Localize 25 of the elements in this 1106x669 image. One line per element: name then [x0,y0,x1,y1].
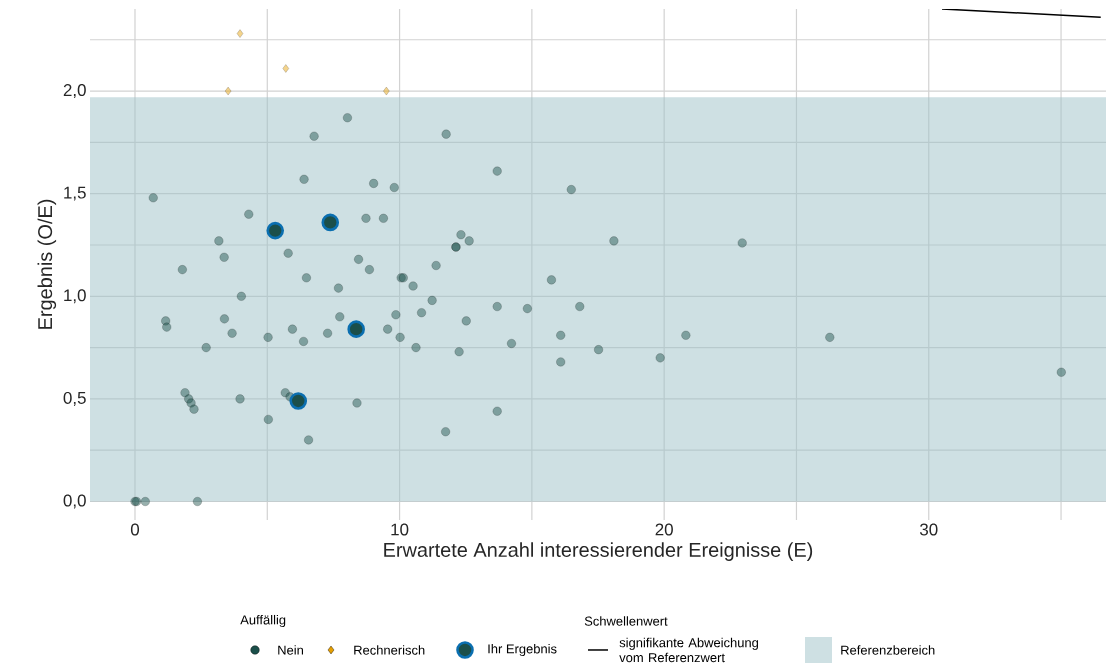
point [321,213,340,232]
legend-label: Rechnerisch [354,645,425,655]
x-tick-label: 0 [130,523,140,536]
y-tick-label: 1,0 [64,289,86,304]
legend-label: signifikante Abweichung vom Referenzwert [619,637,759,663]
x-tick-label: 10 [391,523,409,536]
y-axis-title: Ergebnis (O/E) [37,199,57,329]
y-tick-label: 1,5 [64,186,86,201]
point [224,86,232,96]
y-tick-label: 0,0 [63,494,86,509]
legend-title: Auffällig [240,614,286,628]
point [383,86,390,96]
x-tick-label: 20 [655,523,673,536]
point [266,221,285,240]
legend-label: Nein [278,645,303,655]
legend-label: Ihr Ergebnis [488,643,557,657]
legend-label: Referenzbereich [841,645,935,655]
y-tick-label: 0,5 [63,391,86,406]
x-tick-label: 30 [919,523,938,536]
x-axis-title: Erwartete Anzahl interessierender Ereignisse (E) [384,542,813,561]
point [282,64,289,73]
text: Schwellenwert [584,616,668,626]
point [236,29,244,38]
point [347,320,365,338]
y-tick-label: 2,0 [63,84,86,99]
